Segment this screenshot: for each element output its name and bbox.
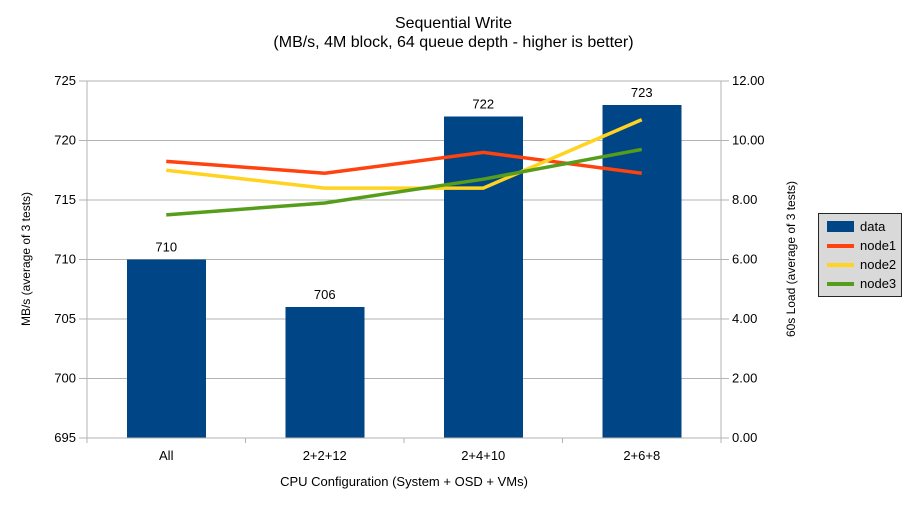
right-axis-tick-label: 0.00 xyxy=(732,430,757,445)
bar-value-label: 723 xyxy=(631,85,653,100)
chart-title: Sequential Write xyxy=(394,15,513,32)
legend-item-label: node2 xyxy=(860,257,897,272)
legend-item-label: node3 xyxy=(860,276,897,291)
x-axis-tick-label: 2+4+10 xyxy=(461,448,505,463)
x-axis-tick-label: All xyxy=(159,448,174,463)
left-axis-tick-label: 725 xyxy=(54,73,76,88)
left-axis-tick-label: 720 xyxy=(54,133,76,148)
right-axis-tick-label: 8.00 xyxy=(732,192,757,207)
legend-swatch-node2 xyxy=(827,262,854,267)
x-axis-tick-label: 2+6+8 xyxy=(623,448,660,463)
left-axis-tick-label: 700 xyxy=(54,371,76,386)
left-axis-tick-label: 695 xyxy=(54,430,76,445)
legend-item-node1: node1 xyxy=(827,238,901,253)
line-node3 xyxy=(166,147,643,217)
right-axis-tick-label: 12.00 xyxy=(732,73,765,88)
bar xyxy=(602,104,682,439)
legend-item-node2: node2 xyxy=(827,257,901,272)
bar-value-label: 706 xyxy=(314,287,336,302)
bar-value-label: 722 xyxy=(472,97,494,112)
title-block: Sequential Write (MB/s, 4M block, 64 que… xyxy=(0,14,907,52)
x-axis-title: CPU Configuration (System + OSD + VMs) xyxy=(280,474,528,489)
chart-subtitle: (MB/s, 4M block, 64 queue depth - higher… xyxy=(273,34,634,51)
left-axis-tick-label: 705 xyxy=(54,311,76,326)
legend-item-node3: node3 xyxy=(827,276,901,291)
legend-swatch-node1 xyxy=(827,243,854,248)
left-axis-tick-label: 715 xyxy=(54,192,76,207)
right-axis-tick-label: 10.00 xyxy=(732,133,765,148)
legend-item-label: node1 xyxy=(860,238,897,253)
left-axis-title: MB/s (average of 3 tests) xyxy=(19,192,33,326)
bar xyxy=(443,116,523,438)
bar xyxy=(285,307,365,438)
right-axis-tick-label: 2.00 xyxy=(732,371,757,386)
legend-swatch-node3 xyxy=(827,281,854,286)
legend-item-data: data xyxy=(827,219,901,234)
left-axis-tick-label: 710 xyxy=(54,252,76,267)
legend: data node1 node2 node3 xyxy=(818,213,902,297)
line-node2 xyxy=(166,118,643,190)
legend-swatch-data xyxy=(827,221,854,232)
right-axis-tick-label: 4.00 xyxy=(732,311,757,326)
x-axis-tick-label: 2+2+12 xyxy=(303,448,347,463)
right-axis-title: 60s Load (average of 3 tests) xyxy=(784,181,798,337)
legend-item-label: data xyxy=(860,219,886,234)
bar xyxy=(126,259,206,438)
right-axis-tick-label: 6.00 xyxy=(732,252,757,267)
bar-value-label: 710 xyxy=(155,240,177,255)
plot-generated-layer: 710 706 722 723 695 700 705 710 715 720 725 0.00 2.0… xyxy=(54,73,764,463)
